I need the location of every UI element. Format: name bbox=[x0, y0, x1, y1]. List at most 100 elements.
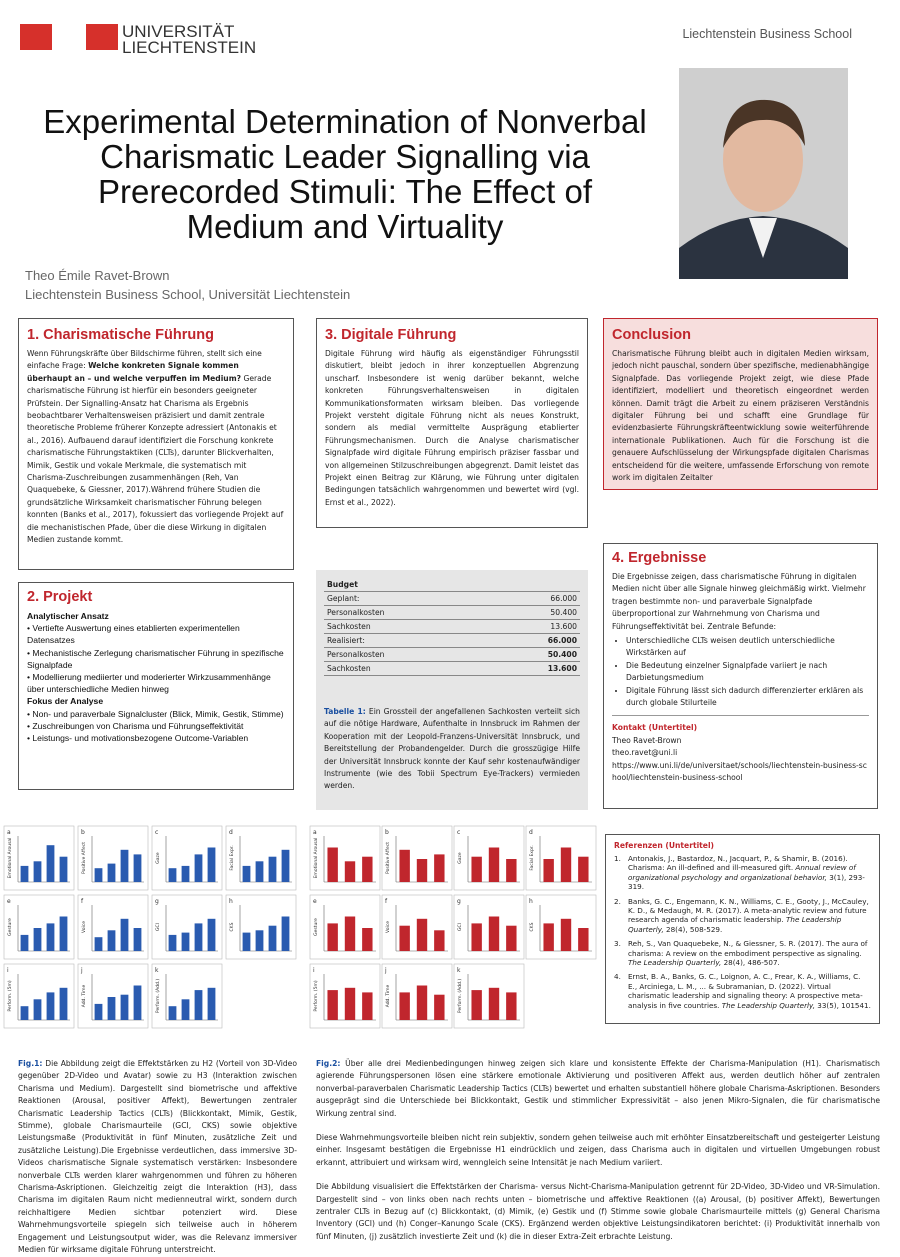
bar bbox=[362, 992, 373, 1020]
panel-label: f bbox=[385, 898, 388, 905]
bar bbox=[46, 845, 55, 882]
reference: 2. Banks, G. C., Engemann, K. N., William… bbox=[614, 897, 871, 935]
bullet: • Mechanistische Zerlegung charismatisch… bbox=[27, 647, 284, 670]
logo-mark bbox=[86, 24, 118, 50]
figure-caption: Fig.1: Die Abbildung zeigt die Effektstä… bbox=[18, 1058, 297, 1257]
bar bbox=[281, 849, 290, 882]
conclusion-box: Conclusion Charismatische Führung bleibt… bbox=[603, 318, 878, 490]
logo-text: UNIVERSITÄT bbox=[122, 22, 234, 41]
table-cell: Realisiert: bbox=[324, 633, 489, 648]
bar bbox=[416, 859, 428, 882]
y-axis-title: Gaze bbox=[457, 852, 463, 864]
bullet: • Leistungs- und motivationsbezogene Out… bbox=[27, 733, 249, 744]
section-heading: 2. Projekt bbox=[27, 589, 93, 605]
reference-number: 4. bbox=[614, 972, 621, 982]
y-axis-title: Facial Expr. bbox=[529, 845, 535, 870]
table-cell: Sachkosten bbox=[324, 661, 489, 676]
bar bbox=[416, 918, 428, 951]
text: Reh, S., Van Quaquebeke, N., & Giessner,… bbox=[628, 939, 868, 958]
caption-text: Über alle drei Medienbedingungen hinweg … bbox=[316, 1059, 880, 1118]
text: 28(4), 486-507. bbox=[721, 958, 780, 968]
reference: 3. Reh, S., Van Quaquebeke, N., & Giessne… bbox=[614, 939, 871, 967]
table-cell: Personalkosten bbox=[324, 605, 489, 620]
panel-label: i bbox=[313, 967, 315, 974]
bullet: • Non- und paraverbale Signalcluster (Bl… bbox=[27, 708, 284, 719]
section-box: 1. Charismatische Führung Wenn Führungsk… bbox=[18, 318, 294, 570]
panel-label: b bbox=[81, 829, 85, 836]
bullet-list: • Non- und paraverbale Signalcluster (Bl… bbox=[27, 708, 285, 745]
section-text: Wenn Führungskräfte über Bildschirme füh… bbox=[27, 348, 285, 547]
bar bbox=[471, 856, 482, 882]
bar bbox=[207, 847, 216, 882]
panel-label: h bbox=[529, 898, 533, 905]
bar bbox=[471, 990, 482, 1020]
bar bbox=[255, 930, 264, 951]
panel-label: i bbox=[7, 967, 9, 974]
y-axis-title: Positive Affect bbox=[385, 842, 391, 874]
contact-heading: Kontakt (Untertitel) bbox=[612, 723, 698, 733]
y-axis-title: Perform. (5m) bbox=[313, 980, 319, 1012]
portrait bbox=[679, 68, 848, 279]
bar bbox=[168, 868, 177, 882]
title: Experimental Determination of Nonverbal … bbox=[43, 103, 647, 245]
bar bbox=[242, 932, 251, 951]
caption-paragraph: Fig.2: Über alle drei Medienbedingungen … bbox=[316, 1058, 880, 1120]
bar bbox=[434, 854, 445, 882]
bar bbox=[46, 992, 55, 1020]
section-box: 3. Digitale Führung Digitale Führung wir… bbox=[316, 318, 588, 528]
section-heading: 1. Charismatische Führung bbox=[27, 327, 214, 343]
bar bbox=[578, 928, 589, 951]
y-axis-title: Gesture bbox=[313, 918, 319, 936]
bar bbox=[399, 992, 410, 1020]
italic-text: The Leadership Quarterly, bbox=[628, 915, 842, 934]
contact-url[interactable]: https://www.uni.li/de/universitaet/schoo… bbox=[612, 760, 867, 783]
panel-label: g bbox=[457, 898, 461, 905]
bar bbox=[133, 985, 142, 1020]
bar bbox=[20, 865, 29, 882]
panel-label: c bbox=[457, 829, 460, 836]
table-row: Budget bbox=[324, 578, 580, 592]
references-box: Referenzen (Untertitel) 1. Antonakis, J.,… bbox=[605, 834, 880, 1024]
reference-text: Reh, S., Van Quaquebeke, N., & Giessner,… bbox=[628, 939, 871, 967]
bar bbox=[181, 865, 190, 882]
y-axis-title: Voice bbox=[385, 921, 391, 933]
panel-label: d bbox=[529, 829, 533, 836]
y-axis-title: Add. Time bbox=[81, 984, 87, 1007]
bullet: • Modellierung mediierter und moderierte… bbox=[27, 672, 271, 695]
bar bbox=[344, 861, 356, 882]
bullet-list: • Vertiefte Auswertung eines etablierten… bbox=[27, 622, 285, 695]
table-cell: 50.400 bbox=[488, 647, 580, 662]
bullet: Die Bedeutung einzelner Signalpfade vari… bbox=[626, 660, 869, 685]
bar bbox=[362, 856, 373, 882]
contact: Kontakt (Untertitel) Theo Ravet-Brown th… bbox=[612, 715, 869, 784]
y-axis-title: CKS bbox=[529, 922, 535, 931]
contact-email[interactable]: theo.ravet@uni.li bbox=[612, 748, 678, 758]
reference-text: Ernst, B. A., Banks, G. C., Loignon, A. … bbox=[628, 972, 871, 1010]
table-row: Personalkosten 50.400 bbox=[324, 605, 580, 620]
italic-text: Annual review of organizational psycholo… bbox=[628, 863, 856, 882]
y-axis-title: CKS bbox=[229, 922, 235, 931]
bar bbox=[434, 994, 445, 1020]
bar bbox=[120, 849, 129, 882]
bar bbox=[399, 849, 410, 882]
bullet: • Zuschreibungen von Charisma und Führun… bbox=[27, 720, 244, 731]
bar bbox=[33, 861, 42, 882]
text: Gerade charismatische Führung ist hierfü… bbox=[27, 373, 284, 545]
bar bbox=[181, 932, 190, 951]
section-heading: 3. Digitale Führung bbox=[325, 327, 457, 343]
caption-label: Tabelle 1: bbox=[324, 707, 366, 716]
bar bbox=[327, 990, 338, 1020]
bar bbox=[488, 987, 500, 1020]
caption-paragraph: Diese Wahrnehmungsvorteile bleiben nicht… bbox=[316, 1132, 880, 1169]
section-heading: 4. Ergebnisse bbox=[612, 550, 707, 566]
bar bbox=[107, 863, 116, 882]
bar bbox=[560, 847, 572, 882]
italic-text: The Leadership Quarterly, bbox=[721, 1000, 815, 1010]
section-heading: Conclusion bbox=[612, 327, 691, 343]
table-cell: Personalkosten bbox=[324, 647, 489, 662]
caption-label: Fig.2: bbox=[316, 1059, 341, 1068]
bar bbox=[120, 918, 129, 951]
bar bbox=[168, 934, 177, 951]
reference-number: 1. bbox=[614, 854, 621, 863]
